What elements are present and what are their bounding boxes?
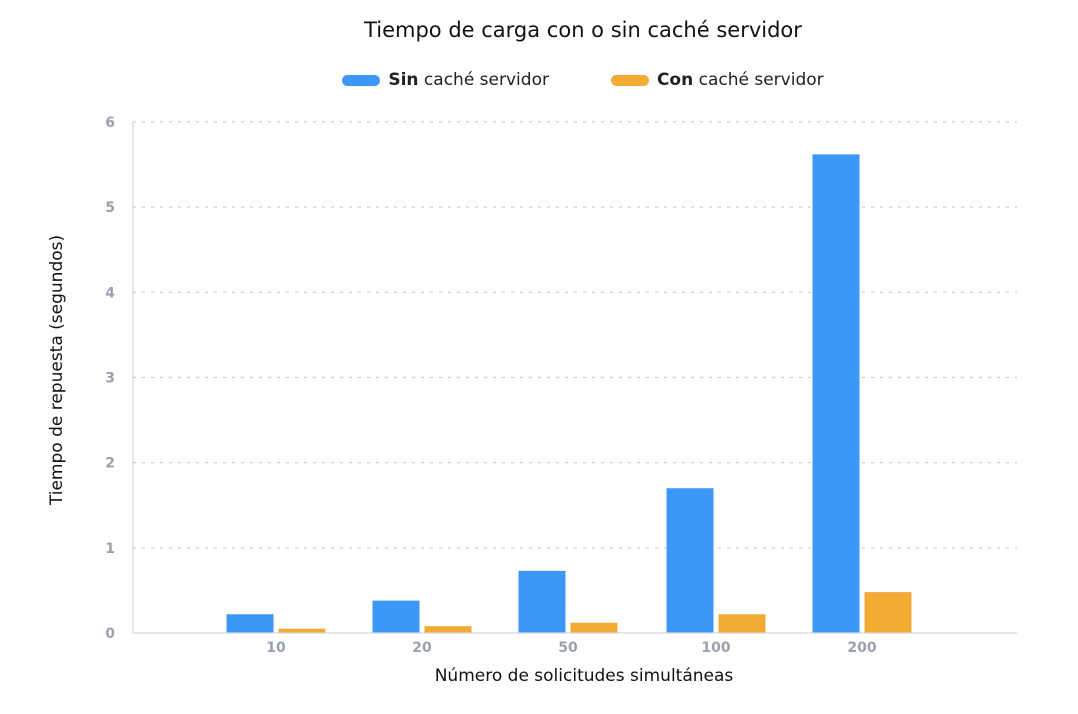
bar-sin-cache-100 xyxy=(666,488,714,633)
y-tick-label: 4 xyxy=(105,285,115,301)
bar-con-cache-20 xyxy=(424,626,472,633)
bar-con-cache-10 xyxy=(278,628,326,633)
chart-legend: Sin caché servidor Con caché servidor xyxy=(0,70,1078,90)
y-tick-label: 0 xyxy=(105,626,115,642)
bar-con-cache-50 xyxy=(570,622,618,633)
x-tick-label: 20 xyxy=(412,640,432,656)
gridlines xyxy=(133,121,1017,549)
bars xyxy=(226,154,912,633)
x-tick-label: 10 xyxy=(266,640,286,656)
bar-con-cache-100 xyxy=(718,614,766,633)
legend-swatch-con-cache xyxy=(610,74,649,86)
bar-sin-cache-20 xyxy=(372,600,420,633)
y-tick-label: 6 xyxy=(105,115,115,131)
legend-item-con-cache: Con caché servidor xyxy=(610,70,824,90)
bar-sin-cache-200 xyxy=(812,154,860,633)
legend-swatch-sin-cache xyxy=(342,74,381,86)
legend-label-sin-cache: Sin caché servidor xyxy=(388,70,549,90)
y-tick-label: 5 xyxy=(105,200,115,216)
x-tick-label: 200 xyxy=(847,640,876,656)
y-axis-label: Tiempo de repuesta (segundos) xyxy=(47,235,67,506)
y-tick-label: 3 xyxy=(105,371,115,387)
bar-sin-cache-10 xyxy=(226,614,274,633)
y-tick-label: 2 xyxy=(105,456,115,472)
legend-item-sin-cache: Sin caché servidor xyxy=(342,70,549,90)
bar-con-cache-200 xyxy=(864,592,912,633)
legend-label-con-cache: Con caché servidor xyxy=(656,70,824,90)
y-tick-label: 1 xyxy=(105,541,115,557)
axes: 0 1 2 3 4 5 6 10 20 50 100 200 xyxy=(105,115,1017,656)
chart-title: Tiempo de carga con o sin caché servidor xyxy=(364,18,802,42)
x-tick-label: 100 xyxy=(701,640,730,656)
x-axis-label: Número de solicitudes simultáneas xyxy=(435,666,734,686)
bar-sin-cache-50 xyxy=(518,570,566,633)
x-tick-label: 50 xyxy=(558,640,578,656)
